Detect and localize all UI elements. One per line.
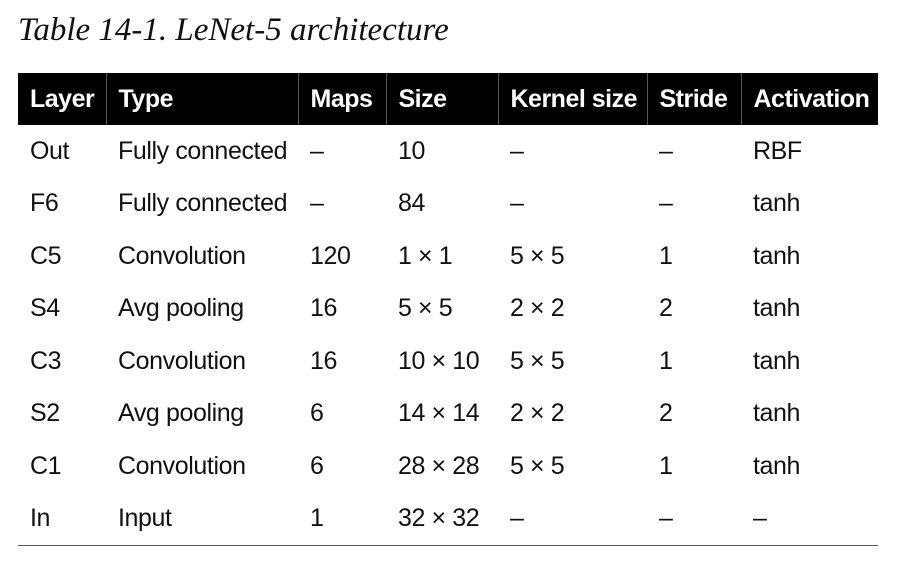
lenet-architecture-table: Layer Type Maps Size Kernel size Stride … — [18, 73, 878, 546]
table-row: In Input 1 32 × 32 – – – — [18, 492, 878, 546]
table-header: Layer Type Maps Size Kernel size Stride … — [18, 73, 878, 125]
cell-maps: – — [310, 189, 324, 218]
cell-stride: – — [647, 492, 741, 546]
cell-size: 10 × 10 — [398, 346, 480, 375]
cell-size: 32 × 32 — [386, 492, 498, 546]
column-header-stride: Stride — [646, 73, 741, 125]
column-header-activation: Activation — [740, 73, 878, 125]
cell-type: Fully connected — [118, 189, 288, 218]
cell-maps: 6 — [310, 399, 324, 428]
cell-layer: C3 — [30, 346, 62, 375]
cell-stride: – — [659, 136, 673, 165]
cell-activation: tanh — [753, 189, 801, 218]
column-header-maps: Maps — [297, 73, 386, 125]
table-row: S4 Avg pooling 16 5 × 5 2 × 2 2 tanh — [18, 283, 878, 336]
cell-stride: 2 — [659, 399, 673, 428]
cell-maps: 120 — [310, 241, 351, 270]
cell-size: 28 × 28 — [398, 451, 480, 480]
cell-kernel-size: 2 × 2 — [510, 294, 565, 323]
cell-kernel-size: – — [510, 136, 524, 165]
table-row: C3 Convolution 16 10 × 10 5 × 5 1 tanh — [18, 335, 878, 388]
table-row: C1 Convolution 6 28 × 28 5 × 5 1 tanh — [18, 440, 878, 493]
cell-type: Fully connected — [118, 136, 288, 165]
cell-type: Input — [106, 492, 298, 546]
column-header-kernel-size: Kernel size — [497, 73, 647, 125]
cell-maps: 16 — [310, 346, 338, 375]
cell-kernel-size: 5 × 5 — [510, 451, 565, 480]
cell-stride: – — [659, 189, 673, 218]
cell-type: Convolution — [118, 451, 246, 480]
cell-layer: S2 — [30, 399, 60, 428]
cell-maps: 16 — [310, 294, 338, 323]
column-header-layer: Layer — [30, 84, 95, 113]
cell-activation: RBF — [753, 136, 802, 165]
table-row: S2 Avg pooling 6 14 × 14 2 × 2 2 tanh — [18, 388, 878, 441]
cell-stride: 1 — [659, 241, 673, 270]
cell-kernel-size: 2 × 2 — [510, 399, 565, 428]
cell-size: 14 × 14 — [398, 399, 480, 428]
cell-size: 5 × 5 — [398, 294, 453, 323]
cell-size: 1 × 1 — [398, 241, 453, 270]
cell-activation: tanh — [753, 241, 801, 270]
cell-layer: S4 — [30, 294, 60, 323]
cell-type: Avg pooling — [118, 399, 244, 428]
table-row: F6 Fully connected – 84 – – tanh — [18, 178, 878, 231]
cell-activation: – — [741, 492, 878, 546]
cell-type: Convolution — [118, 346, 246, 375]
cell-stride: 1 — [659, 346, 673, 375]
cell-stride: 2 — [659, 294, 673, 323]
column-header-size: Size — [385, 73, 498, 125]
cell-maps: 6 — [310, 451, 324, 480]
cell-type: Avg pooling — [118, 294, 244, 323]
cell-activation: tanh — [753, 399, 801, 428]
cell-layer: F6 — [30, 189, 59, 218]
table-row: C5 Convolution 120 1 × 1 5 × 5 1 tanh — [18, 230, 878, 283]
cell-layer: C5 — [30, 241, 62, 270]
cell-size: 84 — [398, 189, 426, 218]
cell-kernel-size: – — [510, 189, 524, 218]
cell-size: 10 — [398, 136, 426, 165]
column-header-type: Type — [105, 73, 298, 125]
header-row: Layer Type Maps Size Kernel size Stride … — [18, 73, 878, 125]
cell-kernel-size: 5 × 5 — [510, 346, 565, 375]
table-caption: Table 14-1. LeNet-5 architecture — [18, 12, 449, 48]
cell-kernel-size: 5 × 5 — [510, 241, 565, 270]
cell-activation: tanh — [753, 451, 801, 480]
table-body: Out Fully connected – 10 – – RBF F6 Full… — [18, 125, 878, 546]
cell-stride: 1 — [659, 451, 673, 480]
cell-layer: Out — [30, 136, 70, 165]
cell-kernel-size: – — [498, 492, 647, 546]
cell-type: Convolution — [118, 241, 246, 270]
cell-activation: tanh — [753, 346, 801, 375]
cell-layer: C1 — [30, 451, 62, 480]
cell-activation: tanh — [753, 294, 801, 323]
cell-maps: 1 — [298, 492, 386, 546]
table-row: Out Fully connected – 10 – – RBF — [18, 125, 878, 178]
cell-layer: In — [18, 492, 106, 546]
cell-maps: – — [310, 136, 324, 165]
